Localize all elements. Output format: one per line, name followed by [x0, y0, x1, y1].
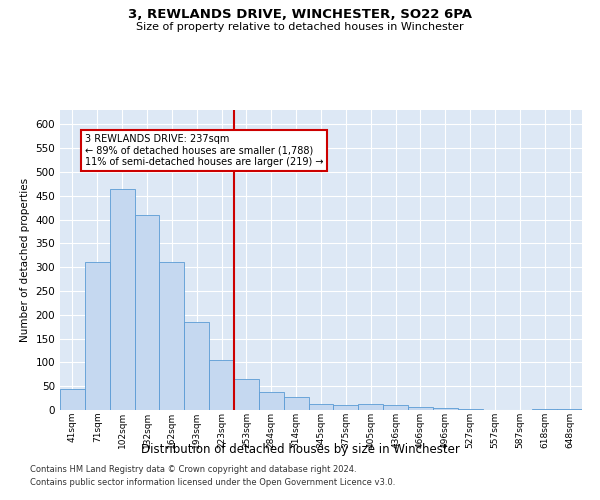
- Bar: [433, 408, 458, 410]
- Text: Size of property relative to detached houses in Winchester: Size of property relative to detached ho…: [136, 22, 464, 32]
- Bar: [557, 408, 582, 410]
- Bar: [110, 188, 134, 410]
- Bar: [532, 408, 557, 410]
- Bar: [60, 388, 85, 410]
- Bar: [308, 404, 334, 410]
- Bar: [334, 405, 358, 410]
- Bar: [134, 215, 160, 410]
- Bar: [383, 405, 408, 410]
- Text: Distribution of detached houses by size in Winchester: Distribution of detached houses by size …: [140, 442, 460, 456]
- Text: Contains public sector information licensed under the Open Government Licence v3: Contains public sector information licen…: [30, 478, 395, 487]
- Y-axis label: Number of detached properties: Number of detached properties: [20, 178, 30, 342]
- Bar: [184, 322, 209, 410]
- Bar: [284, 396, 308, 410]
- Bar: [234, 379, 259, 410]
- Bar: [408, 407, 433, 410]
- Bar: [458, 409, 482, 410]
- Bar: [160, 262, 184, 410]
- Text: 3, REWLANDS DRIVE, WINCHESTER, SO22 6PA: 3, REWLANDS DRIVE, WINCHESTER, SO22 6PA: [128, 8, 472, 20]
- Bar: [358, 404, 383, 410]
- Bar: [85, 262, 110, 410]
- Bar: [259, 392, 284, 410]
- Text: 3 REWLANDS DRIVE: 237sqm
← 89% of detached houses are smaller (1,788)
11% of sem: 3 REWLANDS DRIVE: 237sqm ← 89% of detach…: [85, 134, 323, 167]
- Bar: [209, 360, 234, 410]
- Text: Contains HM Land Registry data © Crown copyright and database right 2024.: Contains HM Land Registry data © Crown c…: [30, 466, 356, 474]
